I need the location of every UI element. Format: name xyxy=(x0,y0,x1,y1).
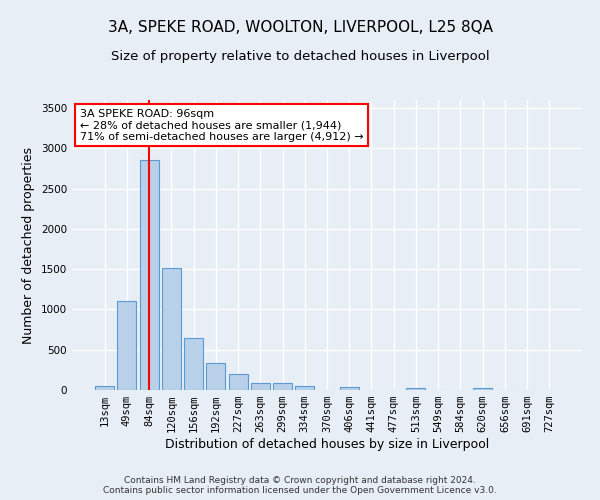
Bar xyxy=(206,364,225,390)
Bar xyxy=(251,383,270,390)
Bar xyxy=(229,374,248,390)
Bar xyxy=(473,388,492,390)
Text: 3A, SPEKE ROAD, WOOLTON, LIVERPOOL, L25 8QA: 3A, SPEKE ROAD, WOOLTON, LIVERPOOL, L25 … xyxy=(107,20,493,35)
Bar xyxy=(140,160,158,390)
Bar xyxy=(273,383,292,390)
Text: Contains HM Land Registry data © Crown copyright and database right 2024.
Contai: Contains HM Land Registry data © Crown c… xyxy=(103,476,497,495)
Bar xyxy=(95,386,114,390)
Y-axis label: Number of detached properties: Number of detached properties xyxy=(22,146,35,344)
Bar xyxy=(406,388,425,390)
Bar xyxy=(340,387,359,390)
Bar xyxy=(118,302,136,390)
X-axis label: Distribution of detached houses by size in Liverpool: Distribution of detached houses by size … xyxy=(165,438,489,451)
Bar xyxy=(295,386,314,390)
Text: 3A SPEKE ROAD: 96sqm
← 28% of detached houses are smaller (1,944)
71% of semi-de: 3A SPEKE ROAD: 96sqm ← 28% of detached h… xyxy=(80,108,363,142)
Bar xyxy=(184,338,203,390)
Bar xyxy=(162,268,181,390)
Text: Size of property relative to detached houses in Liverpool: Size of property relative to detached ho… xyxy=(110,50,490,63)
